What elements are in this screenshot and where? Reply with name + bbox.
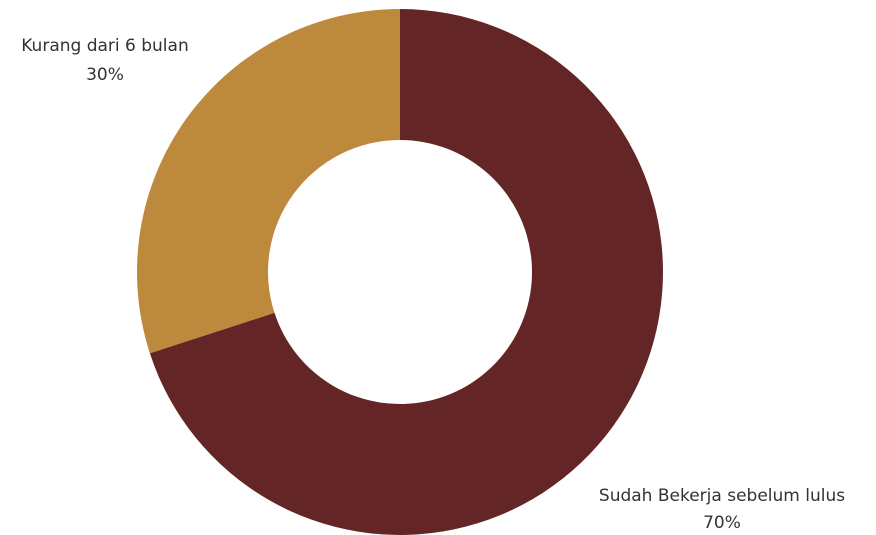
slice-label-1-value: 30%: [86, 65, 124, 85]
slice-labels: Sudah Bekerja sebelum lulus 70% Kurang d…: [21, 36, 845, 533]
donut-slices: [136, 9, 663, 535]
slice-label-1-name: Kurang dari 6 bulan: [21, 36, 188, 56]
slice-1: [136, 9, 400, 354]
slice-label-0-name: Sudah Bekerja sebelum lulus: [599, 486, 845, 506]
slice-0: [149, 9, 663, 535]
slice-label-0-value: 70%: [703, 513, 741, 533]
